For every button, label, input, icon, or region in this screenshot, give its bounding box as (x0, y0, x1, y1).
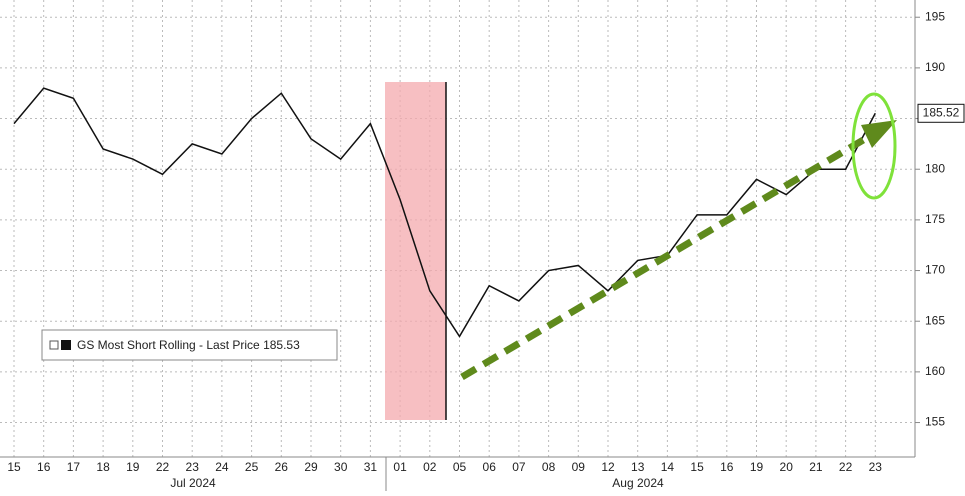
y-tick-label: 180 (925, 161, 945, 175)
y-tick-label: 160 (925, 364, 945, 378)
x-tick-label: 23 (186, 460, 200, 474)
price-line (13, 87, 876, 338)
y-tick-label: 195 (925, 9, 945, 23)
trend-arrow-head (861, 120, 897, 148)
x-tick-label: 07 (512, 460, 526, 474)
x-tick-label: 09 (572, 460, 586, 474)
x-tick-label: 15 (7, 460, 21, 474)
x-tick-label: 26 (275, 460, 289, 474)
x-tick-label: 19 (750, 460, 764, 474)
x-tick-label: 31 (364, 460, 378, 474)
x-tick-label: 22 (156, 460, 170, 474)
legend: GS Most Short Rolling - Last Price 185.5… (41, 329, 338, 361)
x-tick-label: 15 (690, 460, 704, 474)
legend-swatch (61, 340, 71, 350)
x-tick-label: 05 (453, 460, 467, 474)
legend-toggle (49, 340, 59, 350)
x-tick-label: 29 (304, 460, 318, 474)
x-tick-label: 23 (869, 460, 883, 474)
x-tick-label: 01 (393, 460, 407, 474)
y-tick-label: 165 (925, 313, 945, 327)
month-label: Jul 2024 (170, 476, 216, 490)
x-tick-label: 18 (96, 460, 110, 474)
y-tick-label: 170 (925, 263, 945, 277)
y-tick-label: 175 (925, 212, 945, 226)
trend-arrow (460, 129, 877, 381)
x-tick-label: 25 (245, 460, 259, 474)
x-tick-label: 12 (601, 460, 615, 474)
month-label: Aug 2024 (612, 476, 664, 490)
x-tick-label: 14 (661, 460, 675, 474)
x-tick-label: 17 (67, 460, 81, 474)
x-tick-label: 02 (423, 460, 437, 474)
x-tick-label: 24 (215, 460, 229, 474)
x-tick-label: 06 (483, 460, 497, 474)
x-tick-label: 16 (720, 460, 734, 474)
x-tick-label: 20 (780, 460, 794, 474)
x-tick-label: 22 (839, 460, 853, 474)
x-tick-label: 08 (542, 460, 556, 474)
highlight-region (385, 82, 446, 420)
last-price-label: 185.52 (923, 105, 960, 119)
x-tick-label: 13 (631, 460, 645, 474)
x-tick-label: 16 (37, 460, 51, 474)
y-tick-label: 155 (925, 415, 945, 429)
last-price-box (917, 103, 965, 123)
x-tick-label: 19 (126, 460, 140, 474)
legend-label: GS Most Short Rolling - Last Price 185.5… (77, 338, 300, 352)
legend-box (41, 329, 338, 361)
highlight-ellipse (851, 92, 897, 200)
y-tick-label: 190 (925, 60, 945, 74)
x-tick-label: 21 (809, 460, 823, 474)
plot (13, 87, 876, 338)
grid (0, 0, 915, 457)
x-tick-label: 30 (334, 460, 348, 474)
